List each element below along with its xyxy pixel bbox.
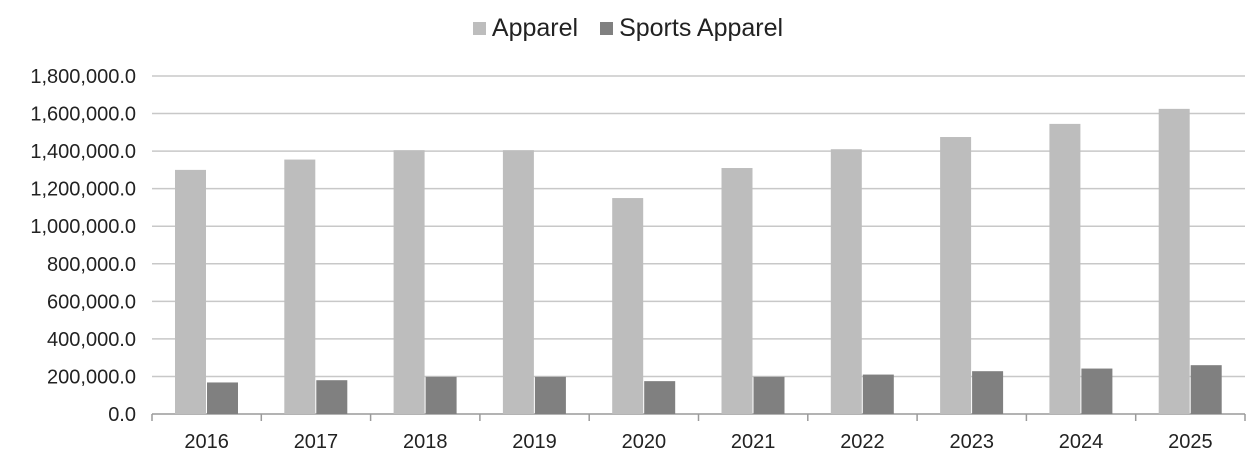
bar-sports-apparel (753, 376, 785, 414)
bar-apparel (175, 169, 206, 414)
y-tick-label: 600,000.0 (47, 291, 136, 313)
bar-apparel (940, 137, 972, 414)
bar-apparel (721, 168, 753, 414)
x-tick-label: 2023 (950, 431, 995, 451)
legend-swatch-sports-apparel (600, 22, 614, 35)
bar-sports-apparel (207, 382, 238, 414)
x-tick-label: 2022 (840, 431, 885, 451)
bar-apparel (502, 150, 534, 414)
y-tick-label: 1,000,000.0 (30, 216, 136, 238)
bar-sports-apparel (644, 381, 676, 414)
y-tick-label: 1,400,000.0 (30, 141, 136, 163)
bar-apparel (830, 149, 862, 414)
legend-label-apparel: Apparel (491, 14, 579, 42)
y-tick-label: 1,800,000.0 (30, 66, 136, 88)
y-tick-label: 1,600,000.0 (30, 104, 136, 126)
y-tick-label: 1,200,000.0 (30, 179, 136, 201)
x-tick-label: 2025 (1168, 431, 1213, 451)
y-tick-label: 400,000.0 (47, 329, 136, 351)
bar-sports-apparel (1081, 368, 1113, 414)
bar-apparel (1158, 108, 1190, 414)
x-tick-label: 2020 (622, 431, 667, 451)
x-tick-label: 2016 (184, 431, 229, 451)
bar-sports-apparel (862, 374, 894, 414)
x-tick-label: 2019 (512, 431, 557, 451)
bar-sports-apparel (425, 376, 457, 414)
y-tick-label: 0.0 (108, 404, 136, 426)
legend-swatch-apparel (472, 22, 486, 35)
x-tick-label: 2021 (731, 431, 776, 451)
legend-label-sports-apparel: Sports Apparel (619, 14, 784, 42)
bar-apparel (284, 159, 316, 414)
bar-sports-apparel (1190, 365, 1222, 414)
x-tick-label: 2024 (1059, 431, 1104, 451)
x-tick-label: 2017 (294, 431, 339, 451)
bar-sports-apparel (316, 380, 348, 414)
bar-apparel (1049, 123, 1081, 414)
bar-apparel (612, 198, 644, 414)
y-tick-label: 200,000.0 (47, 366, 136, 388)
legend-item-sports-apparel: Sports Apparel (600, 14, 783, 43)
legend: Apparel Sports Apparel (0, 14, 1256, 43)
bar-sports-apparel (972, 371, 1004, 414)
y-tick-label: 800,000.0 (47, 254, 136, 276)
bar-sports-apparel (534, 376, 566, 414)
bar-apparel (393, 150, 425, 414)
x-tick-label: 2018 (403, 431, 448, 451)
legend-item-apparel: Apparel (472, 14, 579, 43)
